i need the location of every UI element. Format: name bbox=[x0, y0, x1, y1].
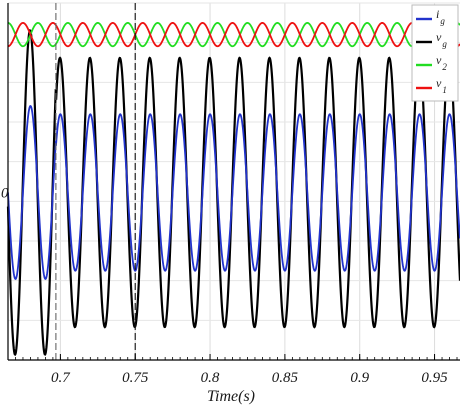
legend-label-i-g: ig bbox=[436, 7, 445, 26]
series-v-1-line bbox=[7, 22, 460, 48]
x-tick-label: 0.9 bbox=[350, 370, 369, 386]
series-i-g-line bbox=[7, 105, 460, 281]
series-v-2-line bbox=[7, 22, 460, 48]
legend-label-v-2: v2 bbox=[436, 53, 447, 72]
series-group bbox=[6, 22, 460, 357]
legend-label-v-1: v1 bbox=[436, 76, 447, 95]
x-axis-title: Time(s) bbox=[207, 388, 255, 405]
y-tick-label: 0 bbox=[1, 185, 9, 201]
x-ticks: 0.7 0.75 0.8 0.85 0.9 0.95 0 bbox=[1, 185, 448, 386]
legend-label-v-g: vg bbox=[436, 30, 447, 49]
legend-box bbox=[411, 4, 459, 102]
x-tick-label: 0.8 bbox=[201, 370, 220, 386]
x-tick-label: 0.95 bbox=[421, 370, 448, 386]
plot-frame bbox=[7, 3, 460, 361]
x-tick-label: 0.85 bbox=[272, 370, 299, 386]
series-v-g-line bbox=[6, 28, 460, 357]
x-tick-label: 0.75 bbox=[122, 370, 149, 386]
legend: ig vg v2 v1 bbox=[411, 4, 459, 102]
x-tick-label: 0.7 bbox=[51, 370, 71, 386]
